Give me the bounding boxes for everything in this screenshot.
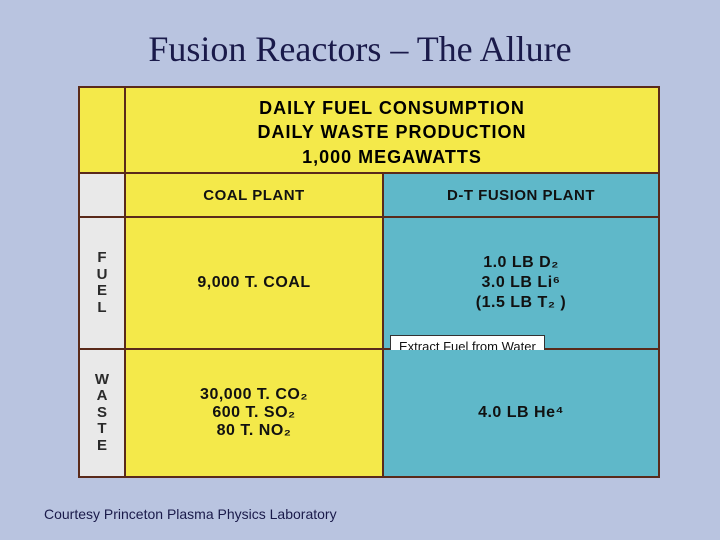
header-line2: DAILY WASTE PRODUCTION xyxy=(126,120,658,144)
waste-coal-line: 30,000 T. CO₂ xyxy=(200,386,308,404)
waste-coal-line: 600 T. SO₂ xyxy=(212,404,295,422)
credit-text: Courtesy Princeton Plasma Physics Labora… xyxy=(44,506,337,522)
waste-row: WASTE 30,000 T. CO₂ 600 T. SO₂ 80 T. NO₂… xyxy=(80,348,658,476)
header-row: DAILY FUEL CONSUMPTION DAILY WASTE PRODU… xyxy=(80,88,658,172)
fuel-coal: 9,000 T. COAL xyxy=(126,218,384,348)
fuel-row: FUEL 9,000 T. COAL 1.0 LB D₂ 3.0 LB Li⁶ … xyxy=(80,216,658,348)
header-line3: 1,000 MEGAWATTS xyxy=(126,145,658,169)
side-label-waste: WASTE xyxy=(80,350,126,476)
header-corner xyxy=(80,88,126,172)
col-header-fusion: D-T FUSION PLANT xyxy=(384,174,658,216)
side-blank xyxy=(80,174,126,216)
comparison-table: DAILY FUEL CONSUMPTION DAILY WASTE PRODU… xyxy=(78,86,660,478)
fuel-fusion-line: 3.0 LB Li⁶ xyxy=(481,274,560,292)
page-title: Fusion Reactors – The Allure xyxy=(0,0,720,70)
col-header-coal: COAL PLANT xyxy=(126,174,384,216)
waste-coal-line: 80 T. NO₂ xyxy=(217,422,292,440)
side-label-fuel: FUEL xyxy=(80,218,126,348)
fuel-fusion-line: (1.5 LB T₂ ) xyxy=(476,294,566,312)
header-line1: DAILY FUEL CONSUMPTION xyxy=(126,96,658,120)
waste-coal: 30,000 T. CO₂ 600 T. SO₂ 80 T. NO₂ xyxy=(126,350,384,476)
column-header-row: COAL PLANT D-T FUSION PLANT xyxy=(80,172,658,216)
fuel-fusion: 1.0 LB D₂ 3.0 LB Li⁶ (1.5 LB T₂ ) Extrac… xyxy=(384,218,658,348)
fuel-fusion-line: 1.0 LB D₂ xyxy=(483,254,559,272)
waste-fusion: 4.0 LB He⁴ xyxy=(384,350,658,476)
header-text: DAILY FUEL CONSUMPTION DAILY WASTE PRODU… xyxy=(126,88,658,172)
